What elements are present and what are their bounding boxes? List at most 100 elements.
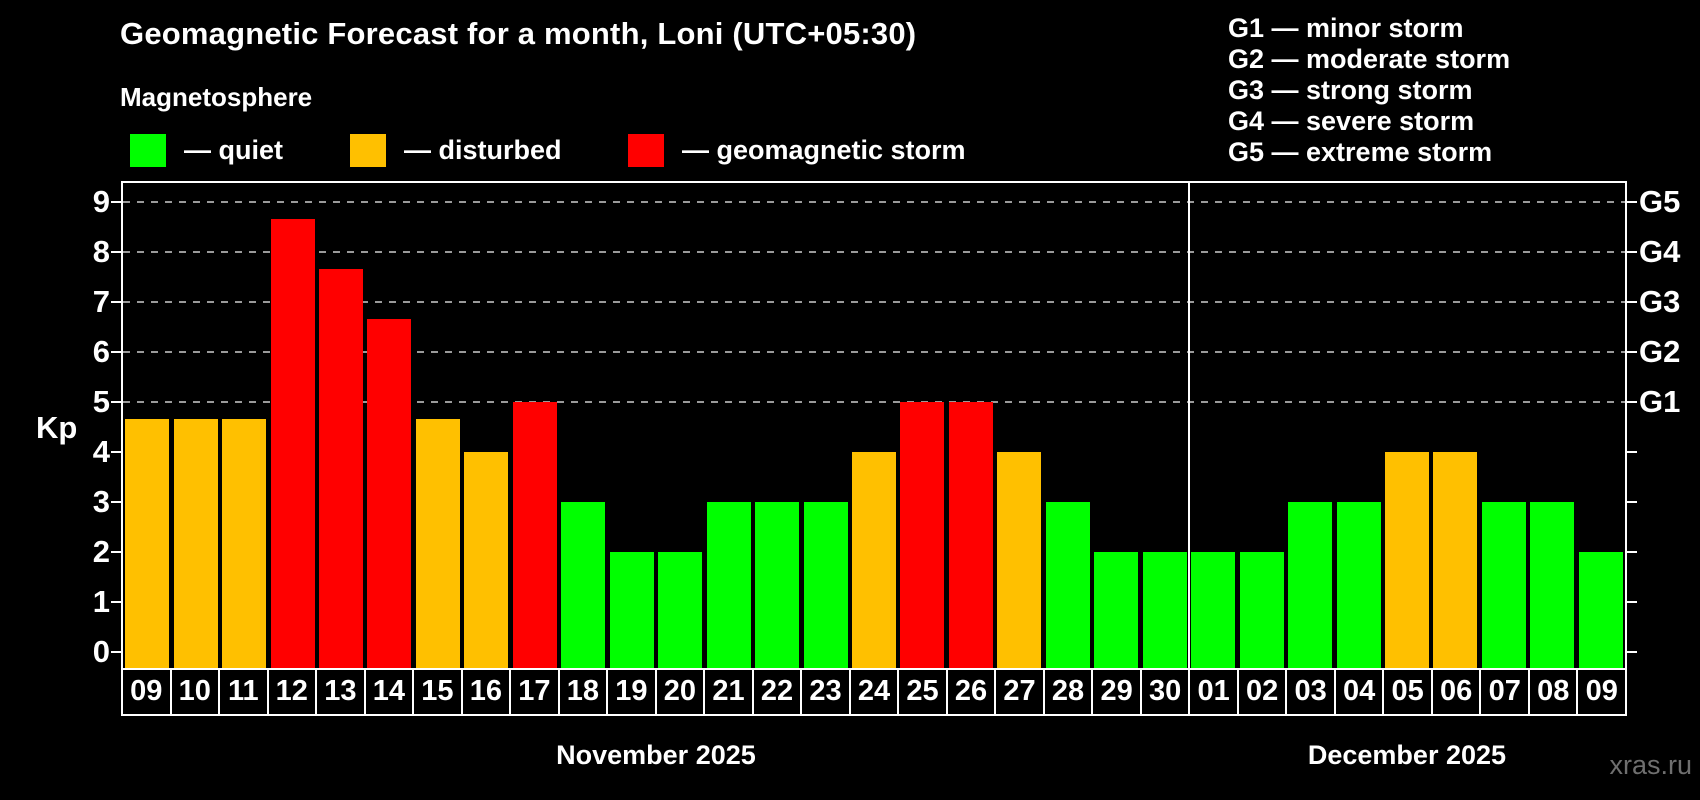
- g-legend-line-1: G1 — minor storm: [1228, 13, 1464, 43]
- kp-bar-november-27: [997, 452, 1042, 668]
- kp-bar-november-30: [1142, 552, 1187, 668]
- kp-bar-november-20: [658, 552, 703, 668]
- day-cell-november-21: 21: [703, 668, 754, 716]
- kp-bar-december-03: [1288, 502, 1333, 668]
- tick-right-kp-4: [1627, 451, 1637, 453]
- kp-tick-label-4: 4: [92, 434, 110, 469]
- g-axis-label-g3: G3: [1639, 284, 1681, 319]
- kp-bar-november-19: [609, 552, 654, 668]
- kp-bar-november-26: [948, 402, 993, 668]
- kp-tick-label-5: 5: [92, 384, 110, 419]
- tick-right-kp-1: [1627, 601, 1637, 603]
- tick-left-kp-7: [111, 301, 121, 303]
- day-cell-december-05: 05: [1382, 668, 1433, 716]
- gridline-kp-9: [123, 201, 1625, 203]
- plot-inner: [111, 183, 1637, 668]
- day-cell-november-20: 20: [654, 668, 706, 716]
- g-axis-label-g2: G2: [1639, 334, 1681, 369]
- tick-left-kp-8: [111, 251, 121, 253]
- g-axis-label-g5: G5: [1639, 184, 1681, 219]
- legend-label-disturbed: — disturbed: [404, 135, 562, 165]
- day-cell-november-10: 10: [169, 668, 221, 716]
- day-cell-november-11: 11: [218, 668, 269, 716]
- month-label-december: December 2025: [1307, 740, 1507, 770]
- kp-axis-title: Kp: [36, 410, 78, 445]
- legend-label-quiet: — quiet: [184, 135, 283, 165]
- day-cell-november-26: 26: [945, 668, 997, 716]
- day-cell-december-01: 01: [1188, 668, 1239, 716]
- day-cell-december-02: 02: [1236, 668, 1288, 716]
- chart-title: Geomagnetic Forecast for a month, Loni (…: [120, 16, 917, 51]
- day-cell-december-09: 09: [1576, 668, 1627, 716]
- kp-bar-november-24: [852, 452, 896, 668]
- day-cell-november-24: 24: [848, 668, 900, 716]
- day-cell-november-19: 19: [606, 668, 657, 716]
- day-cell-november-28: 28: [1042, 668, 1094, 716]
- day-cell-november-23: 23: [800, 668, 851, 716]
- tick-right-kp-0: [1627, 651, 1637, 653]
- kp-tick-label-7: 7: [92, 284, 110, 319]
- day-cell-december-08: 08: [1527, 668, 1579, 716]
- kp-bar-november-14: [367, 318, 412, 668]
- kp-bar-november-17: [512, 402, 557, 668]
- g-scale-legend: G1 — minor storm G2 — moderate storm G3 — …: [1228, 13, 1510, 168]
- kp-bar-november-15: [415, 418, 460, 668]
- kp-bar-december-08: [1530, 502, 1575, 668]
- kp-bar-november-13: [319, 268, 364, 668]
- legend-swatch-storm: [628, 134, 664, 167]
- day-cell-november-18: 18: [557, 668, 609, 716]
- day-cell-november-27: 27: [994, 668, 1045, 716]
- day-cell-december-04: 04: [1333, 668, 1385, 716]
- day-cell-november-25: 25: [897, 668, 948, 716]
- kp-tick-label-0: 0: [92, 634, 110, 669]
- kp-bar-december-02: [1239, 552, 1284, 668]
- month-separator-line: [1187, 183, 1190, 668]
- day-cell-november-12: 12: [266, 668, 318, 716]
- legend-swatch-disturbed: [350, 134, 386, 167]
- gridline-kp-5: [123, 401, 1625, 403]
- day-cell-december-06: 06: [1430, 668, 1482, 716]
- kp-tick-label-3: 3: [92, 484, 110, 519]
- kp-bar-november-29: [1094, 552, 1139, 668]
- tick-left-kp-0: [111, 651, 121, 653]
- kp-tick-label-9: 9: [92, 184, 110, 219]
- kp-tick-label-8: 8: [92, 234, 110, 269]
- day-cell-november-30: 30: [1139, 668, 1191, 716]
- day-cell-november-16: 16: [460, 668, 512, 716]
- kp-bar-november-23: [803, 502, 848, 668]
- tick-left-kp-4: [111, 451, 121, 453]
- tick-left-kp-5: [111, 401, 121, 403]
- g-legend-line-2: G2 — moderate storm: [1228, 44, 1511, 74]
- legend-label-storm: — geomagnetic storm: [682, 135, 966, 165]
- kp-tick-label-6: 6: [92, 334, 110, 369]
- day-cell-november-13: 13: [315, 668, 366, 716]
- day-cell-december-07: 07: [1479, 668, 1530, 716]
- kp-tick-label-1: 1: [92, 584, 110, 619]
- tick-right-kp-2: [1627, 551, 1637, 553]
- kp-bar-december-04: [1336, 502, 1381, 668]
- gridline-kp-7: [123, 301, 1625, 303]
- day-axis: 09 10 11 12 13 14 15 16 17 18 19 20 21 22 23 24 25 26 27 28…: [121, 668, 1627, 716]
- day-cell-november-29: 29: [1091, 668, 1142, 716]
- g-legend-line-3: G3 — strong storm: [1228, 75, 1473, 105]
- g-legend-line-5: G5 — extreme storm: [1228, 137, 1493, 167]
- magnetosphere-label: Magnetosphere: [120, 82, 313, 112]
- gridline-kp-8: [123, 251, 1625, 253]
- day-cell-december-03: 03: [1285, 668, 1336, 716]
- g-axis-label-g4: G4: [1639, 234, 1681, 269]
- tick-left-kp-1: [111, 601, 121, 603]
- tick-right-kp-5: [1627, 401, 1637, 403]
- gridline-kp-6: [123, 351, 1625, 353]
- kp-bar-december-09: [1578, 552, 1623, 668]
- kp-bar-november-09: [125, 418, 170, 668]
- tick-left-kp-6: [111, 351, 121, 353]
- kp-bar-november-10: [173, 418, 218, 668]
- tick-left-kp-2: [111, 551, 121, 553]
- kp-bar-november-28: [1045, 502, 1090, 668]
- kp-bar-november-18: [561, 502, 606, 668]
- kp-bar-november-12: [270, 218, 315, 668]
- g-legend-line-4: G4 — severe storm: [1228, 106, 1475, 136]
- tick-left-kp-3: [111, 501, 121, 503]
- tick-right-kp-8: [1627, 251, 1637, 253]
